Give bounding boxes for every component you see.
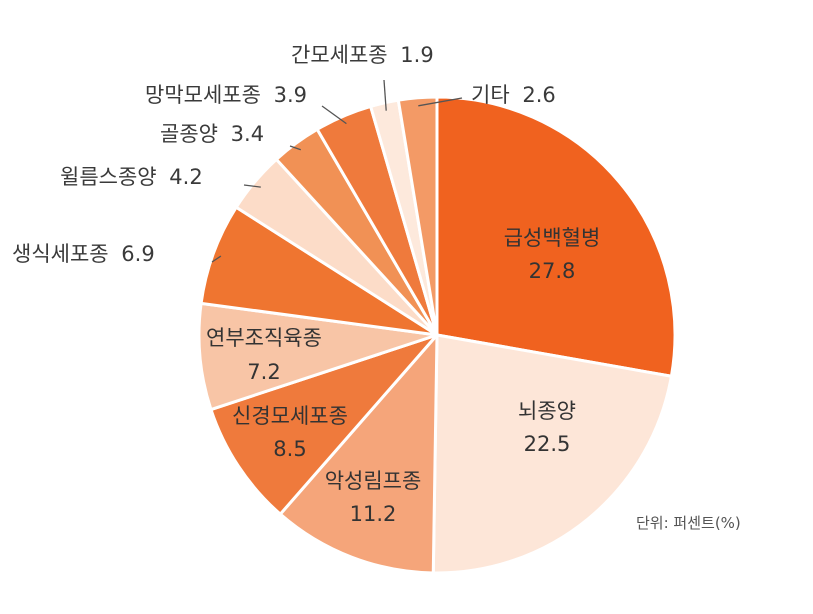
label-hepatoblastoma-name: 간모세포종: [291, 43, 388, 67]
pie-slice-10: [396, 95, 439, 337]
leader-lines: [211, 79, 463, 263]
leader-line-9: [383, 79, 387, 111]
label-soft-tissue-sarcoma-name: 연부조직육종: [206, 326, 322, 350]
pie-slice-0: [435, 95, 677, 378]
pie-slice-5: [199, 205, 439, 337]
label-wilms-tumor: 윌름스종양 4.2: [60, 165, 203, 189]
label-hepatoblastoma: 간모세포종 1.9: [291, 43, 434, 67]
leader-line-10: [418, 97, 463, 107]
label-soft-tissue-sarcoma-value: 7.2: [247, 360, 280, 384]
label-other-name: 기타: [471, 83, 510, 107]
unit-label: 단위: 퍼센트(%): [636, 514, 741, 532]
label-retinoblastoma: 망막모세포종 3.9: [145, 83, 307, 107]
label-acute-leukemia-name: 급성백혈병: [504, 226, 601, 250]
label-acute-leukemia-value: 27.8: [529, 259, 576, 283]
pie-slice-4: [197, 301, 439, 412]
label-brain-tumor-name: 뇌종양: [518, 399, 576, 423]
label-bone-tumor: 골종양 3.4: [160, 122, 264, 146]
label-other: 기타 2.6: [471, 83, 556, 107]
label-brain-tumor-value: 22.5: [524, 432, 571, 456]
label-retinoblastoma-value: 3.9: [274, 83, 307, 107]
label-bone-tumor-value: 3.4: [231, 122, 264, 146]
label-neuroblastoma-name: 신경모세포종: [232, 404, 348, 428]
label-germ-cell-tumor-value: 6.9: [121, 242, 154, 266]
pie-slice-1: [431, 333, 673, 575]
label-germ-cell-tumor: 생식세포종 6.9: [12, 242, 155, 266]
label-wilms-tumor-value: 4.2: [169, 165, 202, 189]
label-lymphoma-name: 악성림프종: [325, 469, 422, 493]
leader-line-6: [243, 184, 261, 188]
leader-line-7: [289, 145, 302, 151]
label-wilms-tumor-name: 윌름스종양: [60, 165, 157, 189]
label-bone-tumor-name: 골종양: [160, 122, 218, 146]
label-other-value: 2.6: [522, 83, 555, 107]
label-lymphoma-value: 11.2: [350, 502, 397, 526]
leader-line-5: [211, 255, 222, 263]
pie-slice-3: [209, 333, 439, 516]
label-hepatoblastoma-value: 1.9: [400, 43, 433, 67]
pie-slices: [197, 95, 677, 575]
label-neuroblastoma-value: 8.5: [273, 437, 306, 461]
pie-slice-2: [278, 333, 439, 575]
label-retinoblastoma-name: 망막모세포종: [145, 83, 261, 107]
label-germ-cell-tumor-name: 생식세포종: [12, 242, 109, 266]
leader-line-8: [321, 105, 347, 125]
